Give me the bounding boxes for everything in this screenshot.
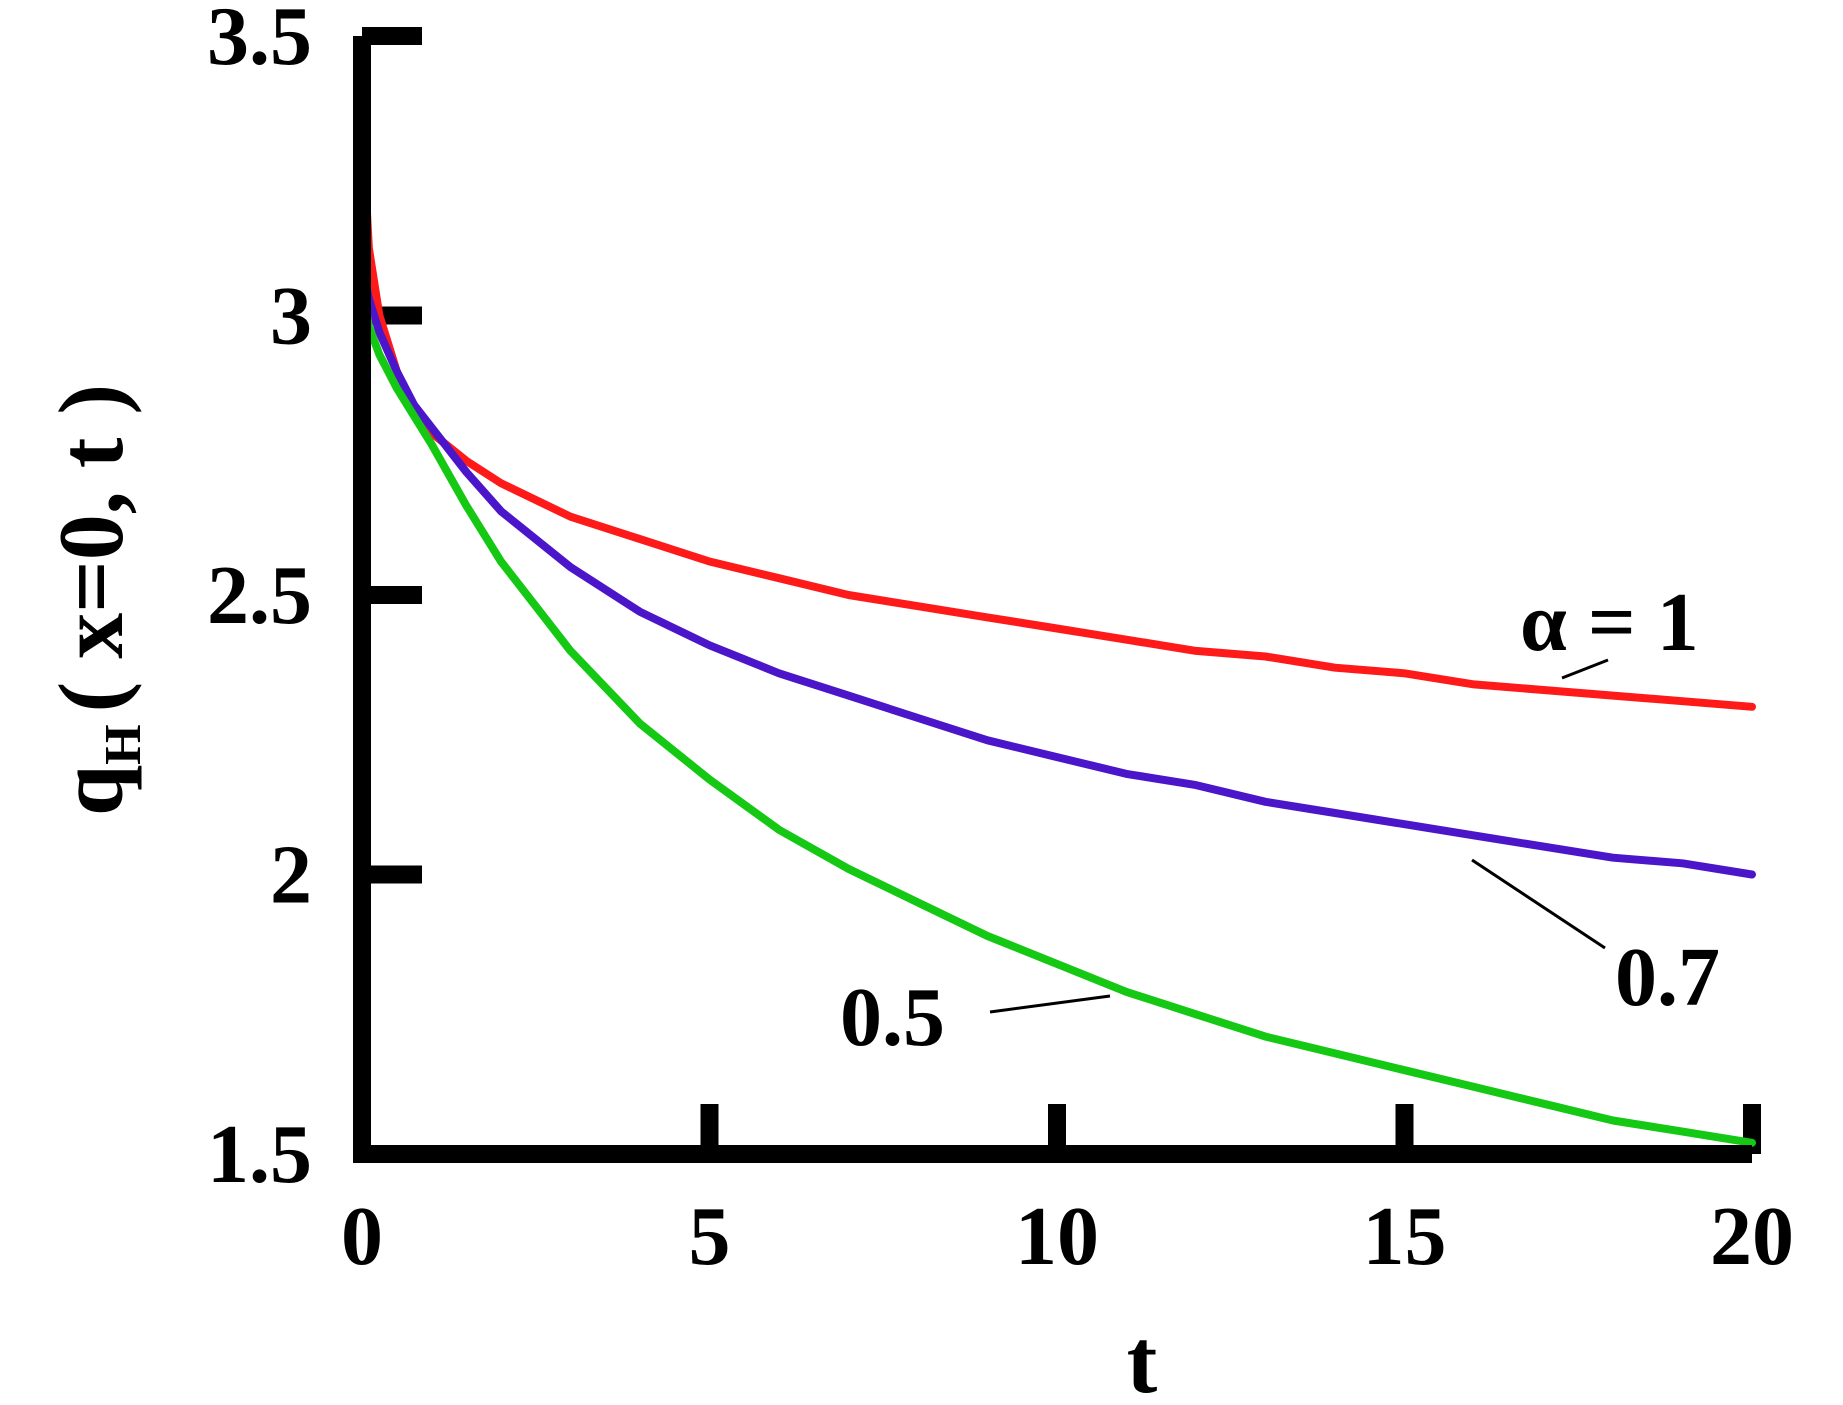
series-curves <box>358 115 1756 1147</box>
y-tick-label-1.5: 1.5 <box>207 1108 312 1201</box>
x-tick-label-15: 15 <box>1363 1190 1447 1283</box>
y-tick-label-2.5: 2.5 <box>207 549 312 642</box>
series-label-alpha-1: α = 1 <box>1520 576 1699 680</box>
y-tick-label-3: 3 <box>270 270 312 363</box>
series-label-alpha-1-text: α = 1 <box>1520 576 1699 669</box>
tick-labels: 0 5 10 15 20 1.5 2 2.5 3 3.5 <box>207 0 1794 1283</box>
y-axis-title-args: ( x=0, t ) <box>40 384 142 712</box>
x-tick-label-20: 20 <box>1710 1190 1794 1283</box>
series-label-0-7-text: 0.7 <box>1615 931 1720 1024</box>
y-axis-title-subscript: H <box>95 724 152 764</box>
axes-frame <box>353 36 1752 1163</box>
series-line-1 <box>358 255 1756 879</box>
leader-line-0-5 <box>989 994 1111 1014</box>
x-tick-label-0: 0 <box>341 1190 383 1283</box>
leader-line-alpha-1 <box>1561 658 1609 680</box>
x-tick-label-10: 10 <box>1015 1190 1099 1283</box>
series-label-0-5: 0.5 <box>840 971 1111 1064</box>
y-tick-label-3.5: 3.5 <box>207 0 312 83</box>
leader-line-0-7 <box>1471 858 1606 950</box>
series-label-0-5-text: 0.5 <box>840 971 945 1064</box>
y-tick-label-2: 2 <box>270 829 312 922</box>
series-label-0-7: 0.7 <box>1471 858 1720 1024</box>
x-tick-label-5: 5 <box>689 1190 731 1283</box>
y-axis-title: qH ( x=0, t ) <box>40 384 152 816</box>
y-axis-title-main: q <box>40 765 142 816</box>
series-line-2 <box>358 283 1756 1147</box>
x-axis-title: t <box>1127 1310 1158 1405</box>
